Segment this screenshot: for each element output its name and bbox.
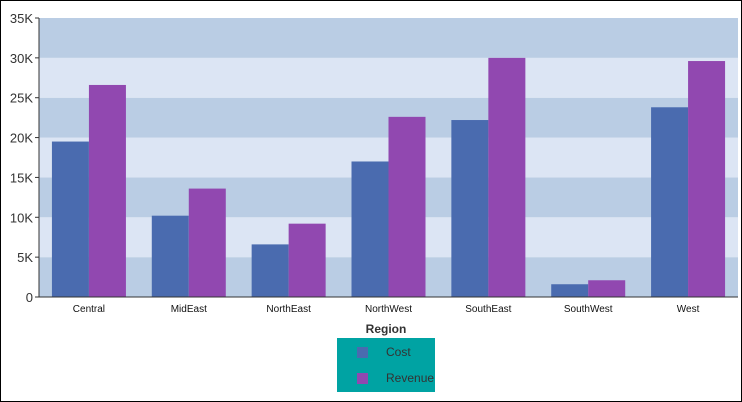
legend: Cost Revenue — [337, 338, 435, 392]
legend-swatch — [357, 373, 368, 384]
x-tick-label: SouthEast — [465, 304, 511, 315]
plot-band — [39, 18, 738, 58]
y-tick-label: 20K — [10, 131, 33, 146]
bar-cost-west — [651, 107, 689, 297]
x-tick-label: MidEast — [171, 304, 207, 315]
y-tick-label: 0 — [26, 290, 33, 305]
x-tick-label: SouthWest — [564, 304, 613, 315]
plot-band — [39, 57, 738, 98]
y-tick-label: 35K — [10, 11, 33, 26]
y-tick-label: 15K — [10, 170, 33, 185]
y-tick-labels: 0 5K 10K 15K 20K 25K 30K 35K — [10, 11, 33, 305]
y-tick-label: 30K — [10, 51, 33, 66]
y-tick-label: 5K — [17, 250, 33, 265]
legend-label: Cost — [386, 345, 411, 359]
bar-cost-central — [51, 141, 89, 297]
bar-cost-southeast — [451, 120, 489, 297]
legend-label: Revenue — [386, 371, 435, 385]
legend-item-revenue: Revenue — [337, 369, 435, 389]
bar-revenue-mideast — [188, 188, 226, 297]
y-tick-label: 25K — [10, 91, 33, 106]
bars-group — [51, 57, 726, 298]
x-tick-labels: Central MidEast NorthEast NorthWest SouthEas… — [73, 304, 700, 315]
bar-cost-southwest — [551, 284, 589, 297]
x-tick-label: Central — [73, 304, 105, 315]
x-tick-label: West — [677, 304, 700, 315]
x-axis-label: Region — [366, 322, 407, 336]
bar-cost-northwest — [351, 161, 389, 297]
x-tick-label: NorthWest — [365, 304, 412, 315]
legend-item-cost: Cost — [337, 343, 435, 363]
x-tick-label: NorthEast — [266, 304, 311, 315]
bar-revenue-central — [88, 84, 126, 298]
bar-revenue-west — [688, 61, 726, 297]
axes-group — [35, 17, 738, 298]
bar-cost-northeast — [251, 244, 289, 297]
legend-swatch — [357, 347, 368, 358]
y-tick-label: 10K — [10, 210, 33, 225]
bar-revenue-northeast — [288, 223, 326, 297]
bar-revenue-southeast — [488, 57, 526, 297]
bar-revenue-southwest — [588, 280, 626, 297]
bar-cost-mideast — [151, 215, 189, 297]
bar-revenue-northwest — [388, 116, 426, 298]
